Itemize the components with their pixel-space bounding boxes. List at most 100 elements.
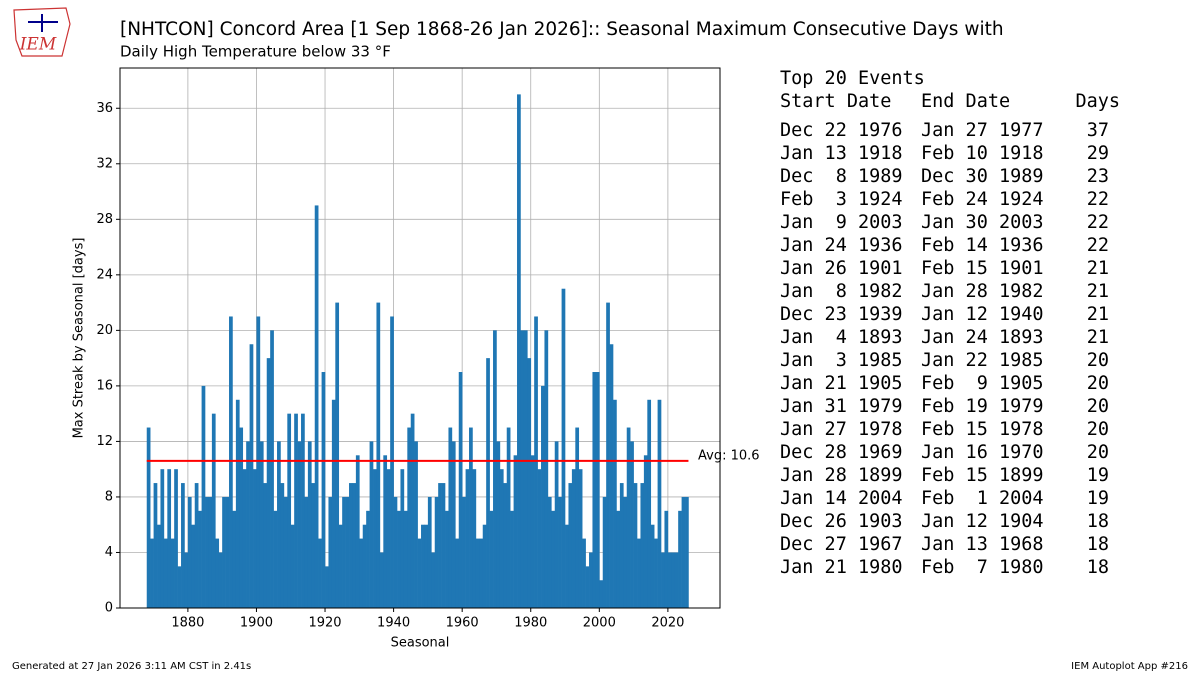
bar	[623, 496, 628, 608]
table-cell: Jan 28 1899	[780, 465, 903, 486]
table-cell: Feb 10 1918	[921, 143, 1044, 164]
bar	[153, 483, 158, 608]
bar	[417, 538, 422, 608]
bar	[170, 538, 175, 608]
bar	[355, 455, 360, 608]
table-cell: 22	[1087, 189, 1109, 210]
table-header: Days	[1075, 91, 1120, 112]
table-cell: Feb 15 1978	[921, 419, 1044, 440]
bar	[595, 372, 600, 608]
table-cell: Dec 30 1989	[921, 166, 1044, 187]
table-cell: Dec 26 1903	[780, 511, 903, 532]
bar	[218, 552, 223, 608]
bar	[438, 483, 442, 608]
table-cell: 21	[1087, 304, 1109, 325]
bar	[263, 483, 268, 608]
table-cell: Feb 15 1899	[921, 465, 1044, 486]
bar	[513, 455, 518, 608]
table-cell: Feb 24 1924	[921, 189, 1044, 210]
bar	[352, 483, 357, 608]
bar	[273, 510, 278, 608]
bar	[554, 441, 559, 608]
bar	[290, 524, 295, 608]
table-cell: Jan 16 1970	[921, 442, 1044, 463]
table-cell: Jan 4 1893	[780, 327, 903, 348]
bar	[277, 441, 281, 608]
bar	[541, 385, 545, 608]
average-label: Avg: 10.6	[698, 448, 760, 463]
bar	[239, 427, 244, 608]
plot-area: 0 4 8 12 16 20 24 28 32 36 1880 1900 1920 1940 1960 198…	[96, 67, 760, 631]
bar	[506, 427, 511, 608]
bar	[311, 483, 316, 608]
bar	[424, 524, 429, 608]
bar	[314, 205, 319, 608]
y-axis-label: Max Streak by Seasonal [days]	[72, 238, 87, 439]
bar	[414, 441, 418, 608]
bar	[582, 538, 586, 608]
bar	[146, 427, 151, 608]
bar	[592, 372, 597, 608]
x-tick-label: 1940	[377, 616, 410, 631]
bar	[403, 510, 408, 608]
bar	[167, 469, 172, 608]
bar	[630, 441, 634, 608]
bar	[523, 330, 528, 608]
table-cell: 22	[1087, 212, 1109, 233]
table-cell: Jan 21 1905	[780, 373, 903, 394]
bar	[266, 358, 271, 608]
bar	[599, 580, 604, 608]
bar	[400, 469, 405, 608]
x-tick-label: 2000	[583, 616, 616, 631]
bar	[667, 552, 672, 608]
table-cell: Feb 3 1924	[780, 189, 903, 210]
bar	[441, 483, 446, 608]
bar	[455, 538, 460, 608]
bar	[486, 358, 490, 608]
table-cell: Jan 24 1936	[780, 235, 903, 256]
table-cell: 19	[1087, 488, 1109, 509]
bar	[448, 427, 453, 608]
bar	[345, 496, 350, 608]
bar	[633, 483, 638, 608]
bar	[547, 496, 552, 608]
x-tick-label: 1920	[308, 616, 341, 631]
bar	[222, 496, 226, 608]
table-cell: 37	[1087, 120, 1109, 141]
bar	[349, 483, 353, 608]
bar	[177, 566, 182, 608]
bar	[534, 316, 538, 608]
bar	[150, 538, 154, 608]
bar	[181, 483, 185, 608]
x-tick-label: 2020	[651, 616, 684, 631]
table-cell: Feb 14 1936	[921, 235, 1044, 256]
bar	[246, 441, 250, 608]
bar	[657, 399, 662, 608]
plot-frame	[119, 67, 721, 609]
table-cell: Jan 14 2004	[780, 488, 903, 509]
table-cell: 20	[1087, 442, 1109, 463]
table-cell: 22	[1087, 235, 1109, 256]
bar	[626, 427, 631, 608]
bar	[445, 510, 449, 608]
bar	[475, 538, 480, 608]
bar	[681, 496, 686, 608]
y-tick-label: 20	[96, 323, 113, 338]
bar	[201, 385, 206, 608]
bar	[551, 510, 556, 608]
table-cell: Dec 28 1969	[780, 442, 903, 463]
chart-subtitle: Daily High Temperature below 33 °F	[120, 43, 391, 61]
table-cell: Jan 24 1893	[921, 327, 1044, 348]
bar	[664, 510, 669, 608]
table-header: Start Date	[780, 91, 891, 112]
table-cell: 21	[1087, 327, 1109, 348]
bar	[318, 538, 322, 608]
bar	[472, 469, 477, 608]
bar	[287, 413, 292, 608]
table-cell: Dec 8 1989	[780, 166, 903, 187]
footer-left: Generated at 27 Jan 2026 3:11 AM CST in …	[12, 661, 251, 672]
bar	[527, 358, 532, 608]
table-cell: 18	[1087, 557, 1109, 578]
table-cell: Dec 22 1976	[780, 120, 903, 141]
bar	[280, 483, 285, 608]
